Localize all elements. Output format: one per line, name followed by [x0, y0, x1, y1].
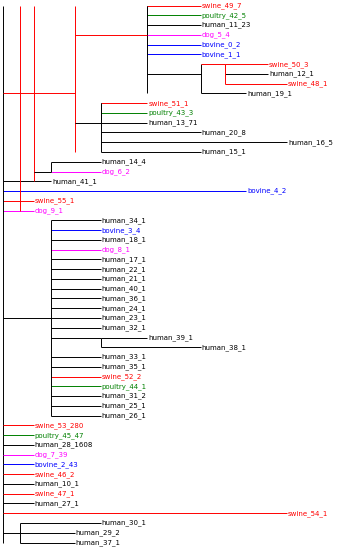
Text: dog_9_1: dog_9_1: [35, 207, 64, 214]
Text: human_41_1: human_41_1: [53, 178, 97, 185]
Text: human_22_1: human_22_1: [102, 266, 147, 273]
Text: human_19_1: human_19_1: [247, 90, 292, 97]
Text: human_17_1: human_17_1: [102, 256, 147, 263]
Text: dog_7_39: dog_7_39: [35, 451, 68, 458]
Text: human_34_1: human_34_1: [102, 217, 147, 224]
Text: poultry_43_3: poultry_43_3: [148, 109, 194, 116]
Text: human_27_1: human_27_1: [35, 500, 79, 507]
Text: poultry_45_47: poultry_45_47: [35, 432, 84, 439]
Text: human_36_1: human_36_1: [102, 295, 147, 302]
Text: human_25_1: human_25_1: [102, 403, 147, 409]
Text: human_29_2: human_29_2: [76, 529, 120, 536]
Text: human_24_1: human_24_1: [102, 305, 147, 311]
Text: human_18_1: human_18_1: [102, 237, 147, 243]
Text: human_30_1: human_30_1: [102, 520, 147, 526]
Text: human_33_1: human_33_1: [102, 354, 147, 361]
Text: human_13_71: human_13_71: [148, 119, 198, 126]
Text: dog_5_4: dog_5_4: [202, 32, 231, 38]
Text: bovine_2_43: bovine_2_43: [35, 461, 78, 468]
Text: human_28_1608: human_28_1608: [35, 441, 93, 448]
Text: human_10_1: human_10_1: [35, 481, 80, 487]
Text: swine_53_280: swine_53_280: [35, 422, 84, 429]
Text: human_11_23: human_11_23: [202, 22, 251, 28]
Text: dog_8_1: dog_8_1: [102, 246, 131, 253]
Text: poultry_42_5: poultry_42_5: [202, 12, 247, 19]
Text: bovine_3_4: bovine_3_4: [102, 227, 141, 233]
Text: human_39_1: human_39_1: [148, 334, 193, 341]
Text: poultry_44_1: poultry_44_1: [102, 383, 147, 390]
Text: swine_51_1: swine_51_1: [148, 100, 189, 107]
Text: bovine_1_1: bovine_1_1: [202, 51, 241, 58]
Text: swine_49_7: swine_49_7: [202, 2, 242, 9]
Text: human_40_1: human_40_1: [102, 285, 147, 292]
Text: bovine_4_2: bovine_4_2: [247, 187, 286, 195]
Text: human_32_1: human_32_1: [102, 325, 147, 331]
Text: swine_48_1: swine_48_1: [288, 80, 329, 87]
Text: swine_55_1: swine_55_1: [35, 197, 75, 204]
Text: human_15_1: human_15_1: [202, 149, 247, 155]
Text: human_31_2: human_31_2: [102, 393, 147, 399]
Text: human_37_1: human_37_1: [76, 539, 121, 546]
Text: swine_50_3: swine_50_3: [269, 61, 309, 67]
Text: human_20_8: human_20_8: [202, 129, 247, 136]
Text: human_26_1: human_26_1: [102, 412, 147, 419]
Text: human_12_1: human_12_1: [269, 71, 314, 77]
Text: swine_54_1: swine_54_1: [288, 510, 328, 517]
Text: human_35_1: human_35_1: [102, 363, 147, 370]
Text: dog_6_2: dog_6_2: [102, 168, 131, 175]
Text: bovine_0_2: bovine_0_2: [202, 41, 241, 48]
Text: swine_46_2: swine_46_2: [35, 471, 75, 478]
Text: human_16_5: human_16_5: [288, 139, 333, 145]
Text: human_21_1: human_21_1: [102, 275, 147, 283]
Text: human_38_1: human_38_1: [202, 344, 247, 351]
Text: human_23_1: human_23_1: [102, 315, 147, 321]
Text: swine_52_2: swine_52_2: [102, 373, 142, 380]
Text: swine_47_1: swine_47_1: [35, 491, 75, 497]
Text: human_14_4: human_14_4: [102, 158, 147, 165]
